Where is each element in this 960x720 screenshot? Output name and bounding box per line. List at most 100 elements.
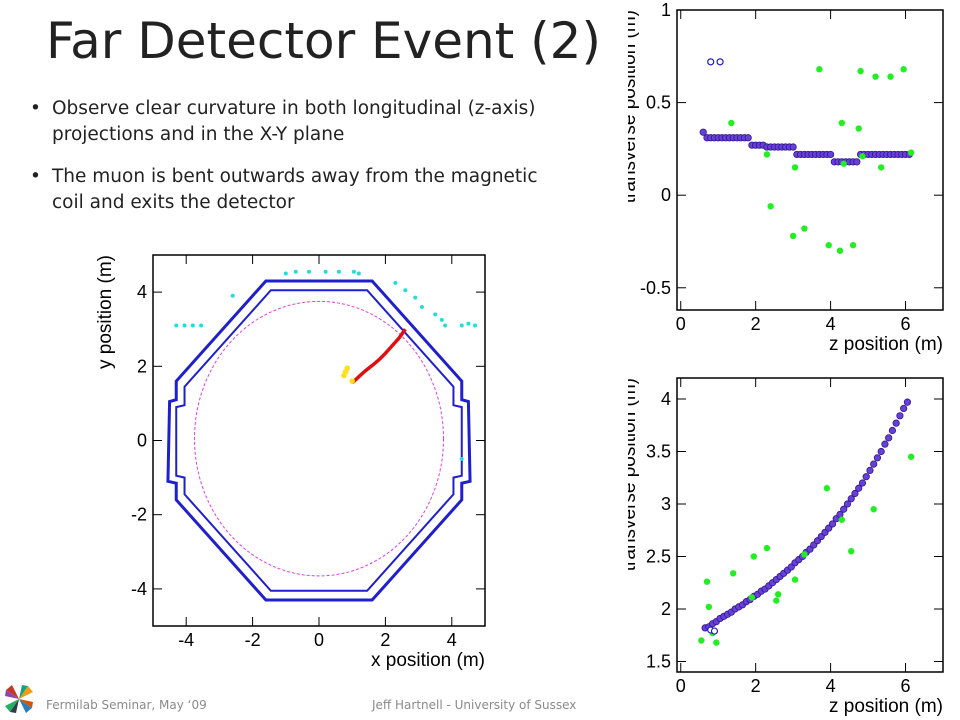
hit-point	[828, 520, 837, 528]
cyan-hit	[307, 269, 312, 274]
hit-point	[877, 447, 885, 456]
green-point	[907, 149, 915, 156]
x-tick-label: 0	[676, 676, 686, 696]
hit-point	[847, 495, 855, 503]
green-point	[859, 153, 866, 160]
y-tick-label: 2.5	[646, 547, 671, 567]
green-point	[713, 639, 720, 646]
y-tick-label: -0.5	[640, 278, 671, 298]
muon-track	[350, 328, 407, 385]
x-tick-label: 2	[751, 314, 761, 334]
cyan-hit	[351, 269, 356, 274]
cyan-hit	[459, 457, 464, 462]
hit-point	[885, 434, 893, 442]
hit-point	[900, 404, 908, 413]
green-point	[872, 73, 879, 80]
hit-point	[699, 128, 707, 136]
bottom-right-chart: 0 2 4 61.522.533.54z position (m)transverse…	[628, 377, 944, 717]
hit-point	[827, 150, 835, 159]
x-tick-label: -4	[178, 630, 194, 650]
x-axis-label: x position (m)	[371, 650, 485, 671]
green-point	[748, 594, 756, 601]
open-point	[716, 58, 724, 66]
green-point	[838, 516, 846, 523]
y-tick-label: 0.5	[646, 93, 671, 113]
detector-outline	[166, 279, 472, 602]
cyan-hit	[419, 304, 424, 309]
green-point	[870, 506, 877, 513]
x-tick-label: 4	[826, 314, 836, 334]
green-point	[823, 485, 831, 492]
cyan-hit	[230, 293, 235, 298]
hit-point	[853, 158, 861, 166]
detector-inner-outline	[175, 289, 463, 592]
cyan-hit	[443, 323, 448, 328]
x-tick-label: 6	[901, 676, 911, 696]
bullet-text: Observe clear curvature in both longitud…	[52, 98, 536, 145]
y-tick-label: 3.5	[646, 442, 671, 462]
green-point	[836, 247, 844, 254]
hit-point	[840, 505, 848, 513]
hit-point	[888, 426, 897, 435]
bullet-text: The muon is bent outwards away from the …	[52, 166, 538, 213]
green-point	[791, 164, 799, 171]
bullet-item: • The muon is bent outwards away from the…	[30, 164, 570, 216]
green-point	[750, 553, 758, 560]
cyan-hit	[199, 323, 204, 328]
cyan-hit	[439, 317, 444, 322]
yellow-hit	[349, 378, 355, 384]
bullet-item: • Observe clear curvature in both longitu…	[30, 96, 570, 148]
x-tick-label: 2	[751, 676, 761, 696]
cyan-hit	[413, 295, 418, 300]
x-tick-label: 6	[901, 314, 911, 334]
cyan-hit	[393, 280, 398, 285]
open-point	[710, 627, 719, 635]
y-tick-label: 2	[661, 599, 671, 619]
y-tick-label: 0	[137, 431, 147, 451]
green-point	[849, 241, 857, 249]
cyan-hit	[433, 312, 438, 317]
hit-point	[873, 454, 882, 462]
x-tick-label: 2	[380, 630, 390, 650]
y-tick-label: -2	[131, 505, 147, 525]
green-point	[855, 125, 862, 132]
cyan-hit	[283, 271, 288, 276]
cyan-hit	[466, 321, 471, 326]
cyan-hit	[356, 271, 361, 276]
y-tick-label: 2	[137, 356, 147, 376]
yellow-hit	[344, 365, 351, 371]
green-point	[763, 544, 771, 552]
y-axis-label: y position (m)	[95, 255, 116, 369]
y-tick-label: 1.5	[646, 652, 671, 672]
hit-point	[789, 143, 797, 151]
x-axis-label: z position (m)	[829, 334, 943, 355]
cyan-hit	[293, 269, 298, 274]
hit-point	[870, 460, 878, 468]
green-point	[763, 151, 771, 158]
green-point	[801, 551, 808, 558]
coil-ellipse	[194, 300, 444, 577]
green-point	[791, 576, 799, 583]
green-point	[774, 591, 782, 598]
hit-point	[855, 484, 863, 492]
green-point	[801, 225, 808, 232]
cyan-hit	[403, 288, 408, 293]
green-point	[840, 160, 847, 167]
hit-point	[851, 489, 859, 498]
bullet-list: • Observe clear curvature in both longitu…	[30, 96, 570, 232]
green-point	[907, 453, 915, 460]
x-tick-label: 4	[826, 676, 836, 696]
green-point	[887, 73, 894, 80]
bullet-dot-icon: •	[30, 166, 41, 187]
green-point	[789, 232, 797, 240]
y-tick-label: 1	[661, 0, 671, 20]
x-tick-label: 4	[447, 630, 457, 650]
hit-point	[881, 440, 889, 448]
hit-point	[843, 500, 852, 508]
y-tick-label: -4	[131, 579, 147, 599]
slide-title: Far Detector Event (2)	[46, 12, 601, 70]
x-tick-label: 0	[676, 314, 686, 334]
y-tick-label: 0	[661, 185, 671, 205]
plot-frame	[676, 377, 944, 673]
